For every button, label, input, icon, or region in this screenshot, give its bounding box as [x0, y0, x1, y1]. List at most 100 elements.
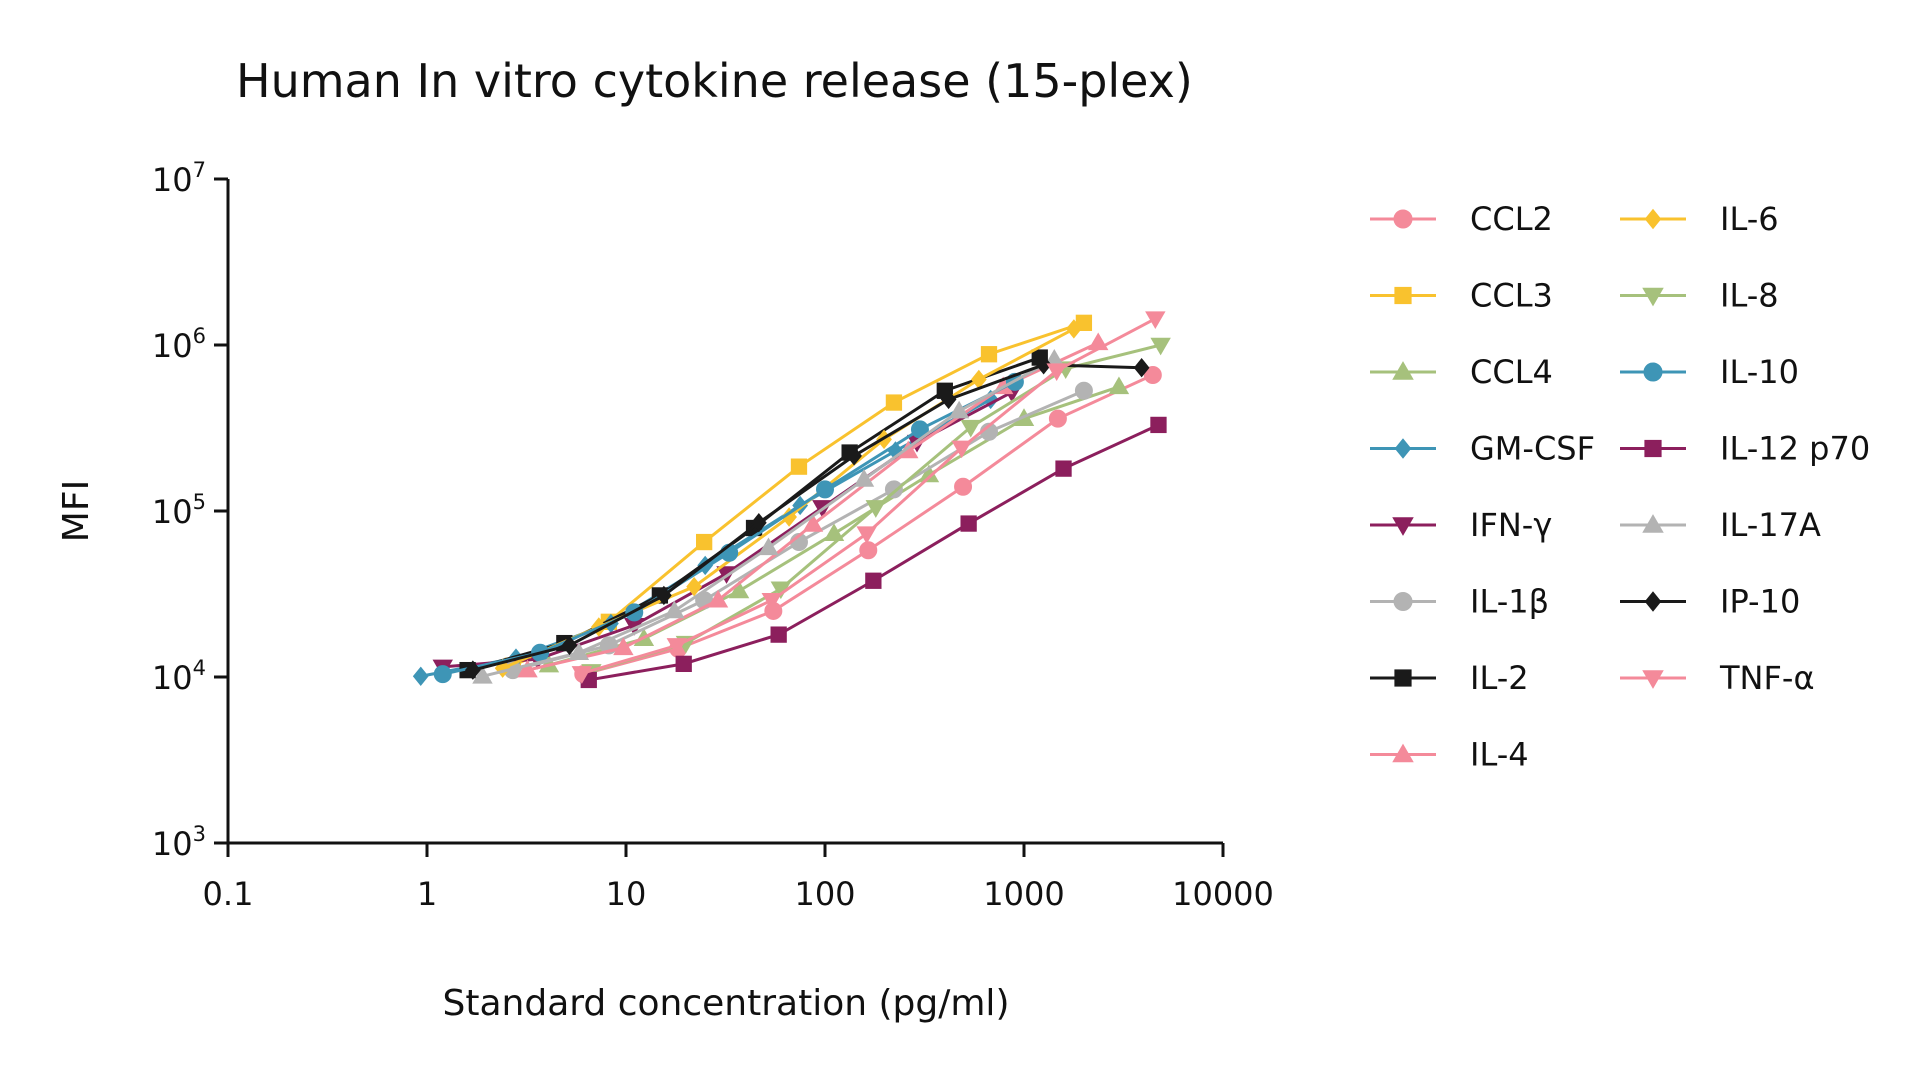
legend-swatch-marker [1394, 438, 1412, 459]
legend-label: IP-10 [1720, 583, 1800, 621]
legend-label: IL-12 p70 [1720, 430, 1870, 468]
x-axis-label: Standard concentration (pg/ml) [443, 983, 1010, 1024]
data-point [1065, 319, 1082, 339]
series-il-12-p70 [580, 416, 1167, 689]
legend-item: IP-10 [1620, 583, 1800, 621]
data-point [960, 419, 981, 438]
data-point [1108, 376, 1130, 395]
data-point [1055, 460, 1072, 477]
series-line [467, 356, 1041, 672]
data-point [948, 400, 970, 419]
legend-item: IL-2 [1370, 659, 1529, 697]
data-point [568, 642, 590, 661]
legend-label: TNF-α [1719, 659, 1815, 697]
data-point [951, 440, 972, 459]
x-tick-label: 10000 [1172, 875, 1274, 913]
data-point [1048, 409, 1067, 428]
series-ip-10 [464, 355, 1150, 680]
data-point [666, 638, 688, 656]
x-tick-label: 1000 [983, 875, 1064, 913]
series-il-10 [433, 372, 1024, 684]
data-point [865, 500, 887, 518]
data-point [790, 458, 808, 475]
legend-label: IFN-γ [1470, 506, 1552, 544]
data-point [758, 537, 779, 556]
data-point [561, 635, 578, 656]
legend-swatch-marker [1644, 439, 1662, 458]
legend-swatch-marker [1642, 287, 1664, 307]
x-tick-label: 100 [794, 875, 855, 913]
y-tick-label: 104 [152, 656, 206, 697]
data-point [802, 514, 824, 532]
series-tnf- [571, 311, 1166, 684]
legend-swatch-marker [1392, 517, 1414, 536]
data-point [1035, 355, 1052, 375]
legend-item: IL-6 [1620, 200, 1779, 238]
data-point [695, 533, 713, 551]
data-point [1150, 416, 1167, 434]
data-point [472, 665, 493, 684]
legend-item: IFN-γ [1370, 506, 1552, 544]
legend-item: CCL4 [1370, 353, 1553, 391]
plot-area: 0.1 1 10 100 1000 10000 103 104 105 106 107 [152, 158, 1274, 913]
x-axis-ticks: 0.1 1 10 100 1000 10000 [203, 843, 1274, 913]
legend-label: CCL2 [1470, 200, 1553, 238]
data-point [885, 394, 903, 411]
legend-label: GM-CSF [1470, 430, 1595, 468]
data-point [940, 389, 957, 410]
legend-swatch-marker [1643, 362, 1663, 382]
legend-swatch-marker [1644, 591, 1662, 612]
data-point [980, 346, 998, 363]
data-point [464, 660, 481, 680]
legend-swatch-marker [1642, 670, 1664, 689]
y-tick-label: 103 [152, 822, 206, 863]
legend-item: CCL2 [1370, 200, 1553, 238]
data-point [884, 480, 903, 499]
legend-swatch-marker [1392, 361, 1414, 380]
legend-item: IL-17A [1620, 506, 1821, 544]
legend: CCL2 CCL3 CCL4 GM-CSF IFN-γ IL-1β IL-2 IL-4 IL-6… [1370, 200, 1870, 774]
data-point [846, 446, 862, 466]
legend-label: IL-17A [1720, 506, 1821, 544]
legend-swatch-marker [1392, 743, 1414, 763]
series-il-17a [472, 348, 1065, 684]
legend-label: CCL3 [1470, 277, 1553, 315]
legend-label: IL-6 [1720, 200, 1779, 238]
data-point [675, 655, 692, 673]
legend-item: IL-4 [1370, 736, 1529, 774]
legend-label: IL-8 [1720, 277, 1779, 315]
x-tick-label: 10 [606, 875, 647, 913]
legend-label: IL-2 [1470, 659, 1529, 697]
legend-swatch-marker [1394, 286, 1412, 305]
legend-label: IL-10 [1720, 353, 1799, 391]
data-point [750, 512, 767, 533]
series-line [442, 380, 1016, 676]
data-point [853, 469, 875, 487]
data-point [823, 523, 845, 541]
data-point [433, 665, 452, 684]
legend-item: IL-1β [1370, 583, 1549, 621]
data-point [707, 589, 729, 608]
series-il-4 [517, 332, 1109, 678]
data-point [613, 637, 634, 656]
series-line [502, 327, 1075, 670]
data-point [656, 585, 672, 606]
data-point [856, 526, 877, 545]
legend-swatch-marker [1393, 209, 1413, 229]
legend-item: IL-8 [1620, 277, 1779, 315]
data-point [1145, 311, 1166, 330]
data-point [571, 666, 593, 684]
data-point [954, 477, 973, 496]
data-point [686, 576, 703, 597]
data-point [664, 600, 685, 619]
legend-item: IL-12 p70 [1620, 430, 1870, 468]
data-point [728, 580, 750, 599]
legend-item: IL-10 [1620, 353, 1799, 391]
data-point [517, 659, 538, 678]
legend-item: GM-CSF [1370, 430, 1595, 468]
data-point [1046, 363, 1067, 382]
legend-swatch-marker [1394, 669, 1412, 687]
data-point [816, 480, 834, 499]
legend-label: IL-4 [1470, 736, 1529, 774]
